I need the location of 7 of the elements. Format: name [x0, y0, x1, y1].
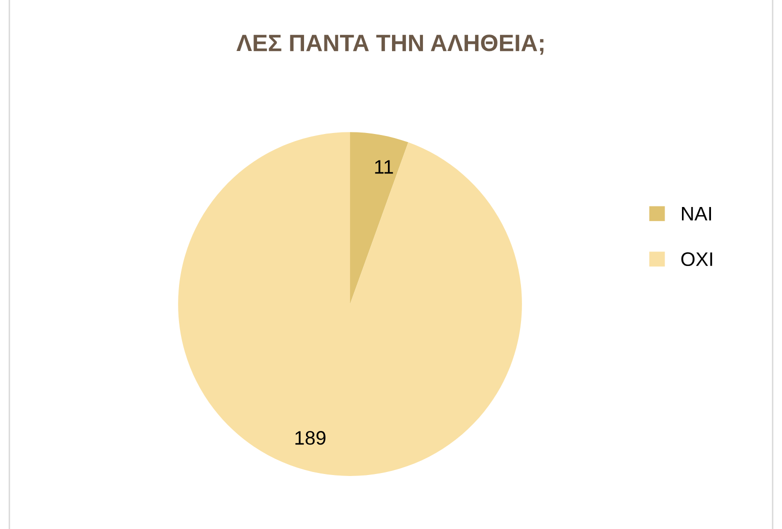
pie-slice — [178, 132, 522, 476]
chart-title: ΛΕΣ ΠΑΝΤΑ ΤΗΝ ΑΛΗΘΕΙΑ; — [236, 34, 544, 55]
legend-label: ΟΧΙ — [681, 252, 712, 266]
data-label: 189 — [295, 431, 326, 445]
legend-label: ΝΑΙ — [682, 207, 712, 220]
pie-slice — [350, 132, 408, 304]
data-label: 11 — [375, 160, 393, 174]
